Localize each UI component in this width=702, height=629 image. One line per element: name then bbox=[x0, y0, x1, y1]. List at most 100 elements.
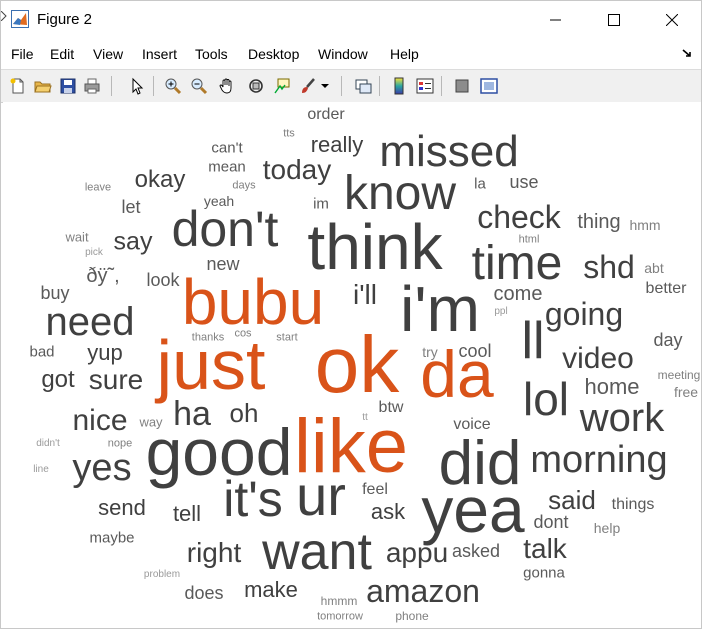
word-cloud-word: it's bbox=[223, 471, 283, 527]
word-cloud-word: gonna bbox=[523, 564, 565, 582]
new-figure-icon bbox=[10, 78, 24, 94]
word-cloud-word: tomorrow bbox=[317, 610, 363, 623]
colorbar-icon bbox=[394, 77, 404, 95]
open-file-button[interactable] bbox=[32, 75, 54, 97]
word-cloud-word: just bbox=[156, 326, 266, 404]
word-cloud-word: phone bbox=[395, 609, 429, 623]
word-cloud-word: thing bbox=[577, 211, 621, 233]
close-icon bbox=[666, 14, 678, 26]
word-cloud-word: tell bbox=[172, 501, 202, 526]
toolbar-separator bbox=[341, 76, 342, 96]
word-cloud-word: talk bbox=[523, 533, 567, 564]
word-cloud-word: asked bbox=[451, 541, 501, 561]
word-cloud-word: okay bbox=[134, 166, 186, 193]
window-edge-marker-icon bbox=[1, 11, 7, 21]
word-cloud-word: say bbox=[113, 227, 153, 256]
zoom-in-icon bbox=[165, 78, 182, 95]
edit-plot-arrow-icon bbox=[132, 77, 144, 95]
word-cloud-word: today bbox=[262, 154, 332, 185]
word-cloud-word: try bbox=[422, 344, 438, 360]
minimize-button[interactable] bbox=[533, 1, 579, 39]
word-cloud-word: abt bbox=[644, 260, 664, 276]
brush-button[interactable] bbox=[297, 75, 319, 97]
title-bar[interactable]: Figure 2 bbox=[1, 1, 701, 39]
word-cloud-word: dont bbox=[533, 512, 569, 532]
word-cloud-word: tt bbox=[362, 412, 368, 423]
menu-edit[interactable]: Edit bbox=[50, 46, 75, 62]
word-cloud-word: did bbox=[438, 429, 522, 498]
word-cloud-word: sure bbox=[88, 364, 144, 395]
hide-plot-tools-button[interactable] bbox=[451, 75, 473, 97]
word-cloud-word: la bbox=[474, 175, 486, 193]
word-cloud-word: da bbox=[420, 337, 494, 411]
minimize-icon bbox=[550, 19, 561, 21]
menu-desktop[interactable]: Desktop bbox=[248, 46, 300, 62]
word-cloud-word: make bbox=[244, 577, 298, 602]
menu-file[interactable]: File bbox=[11, 46, 34, 62]
pan-button[interactable] bbox=[216, 75, 238, 97]
colorbar-button[interactable] bbox=[388, 75, 410, 97]
word-cloud-word: didn't bbox=[36, 438, 60, 449]
zoom-out-button[interactable] bbox=[188, 75, 210, 97]
menu-bar: File Edit View Insert Tools Desktop Wind… bbox=[1, 41, 701, 67]
word-cloud-axes[interactable]: order tts can't really missed mean today okay da… bbox=[3, 102, 701, 628]
menu-help[interactable]: Help bbox=[390, 46, 419, 62]
word-cloud-word: html bbox=[518, 233, 540, 246]
word-cloud-word: right bbox=[186, 537, 242, 568]
dock-figure-icon[interactable] bbox=[681, 47, 693, 59]
edit-plot-button[interactable] bbox=[126, 75, 148, 97]
word-cloud-word: really bbox=[310, 132, 364, 157]
save-button[interactable] bbox=[57, 75, 79, 97]
rotate-3d-icon bbox=[249, 79, 263, 93]
word-cloud-word: yeah bbox=[203, 193, 235, 209]
word-cloud-word: yes bbox=[72, 447, 132, 489]
legend-icon bbox=[416, 78, 434, 94]
new-figure-button[interactable] bbox=[7, 75, 29, 97]
word-cloud-word: voice bbox=[453, 416, 491, 433]
figure-toolbar bbox=[1, 69, 701, 103]
maximize-button[interactable] bbox=[591, 1, 637, 39]
data-cursor-button[interactable] bbox=[271, 75, 293, 97]
word-cloud-word: does bbox=[184, 583, 224, 603]
word-cloud-word: yea bbox=[421, 474, 525, 546]
hide-plot-tools-icon bbox=[455, 79, 469, 93]
word-cloud-word: work bbox=[579, 396, 665, 440]
word-cloud-word: time bbox=[471, 237, 563, 290]
rotate-3d-button[interactable] bbox=[245, 75, 267, 97]
word-cloud-word: check bbox=[477, 199, 561, 235]
menu-tools[interactable]: Tools bbox=[195, 46, 228, 62]
word-cloud-word: help bbox=[593, 520, 621, 536]
word-cloud-word: missed bbox=[379, 127, 519, 176]
word-cloud-word: maybe bbox=[89, 529, 135, 547]
word-cloud-word: wait bbox=[65, 229, 89, 245]
menu-window[interactable]: Window bbox=[318, 46, 368, 62]
print-button[interactable] bbox=[81, 75, 103, 97]
legend-button[interactable] bbox=[414, 75, 436, 97]
brush-dropdown-button[interactable] bbox=[319, 75, 331, 97]
toolbar-separator bbox=[379, 76, 380, 96]
link-plot-button[interactable] bbox=[352, 75, 374, 97]
word-cloud-word: btw bbox=[378, 399, 404, 416]
menu-view[interactable]: View bbox=[93, 46, 124, 62]
word-cloud-word: meeting bbox=[657, 368, 701, 382]
word-cloud-word: nope bbox=[107, 437, 133, 450]
word-cloud-word: let bbox=[121, 197, 141, 217]
matlab-logo-icon bbox=[11, 10, 29, 28]
word-cloud-word: lol bbox=[522, 373, 570, 425]
word-cloud-word: morning bbox=[530, 439, 668, 481]
word-cloud-word: good bbox=[145, 415, 293, 489]
close-button[interactable] bbox=[649, 1, 695, 39]
print-icon bbox=[84, 78, 100, 94]
zoom-in-button[interactable] bbox=[162, 75, 184, 97]
toolbar-separator bbox=[111, 76, 112, 96]
word-cloud-word: ha bbox=[173, 395, 211, 433]
data-cursor-icon bbox=[274, 78, 290, 94]
word-cloud-word: know bbox=[343, 167, 457, 220]
word-cloud-word: think bbox=[307, 211, 443, 283]
word-cloud-word: leave bbox=[84, 181, 112, 194]
show-plot-tools-button[interactable] bbox=[478, 75, 500, 97]
word-cloud-word: mean bbox=[208, 158, 246, 176]
word-cloud-word: start bbox=[276, 331, 298, 344]
menu-insert[interactable]: Insert bbox=[142, 46, 178, 62]
